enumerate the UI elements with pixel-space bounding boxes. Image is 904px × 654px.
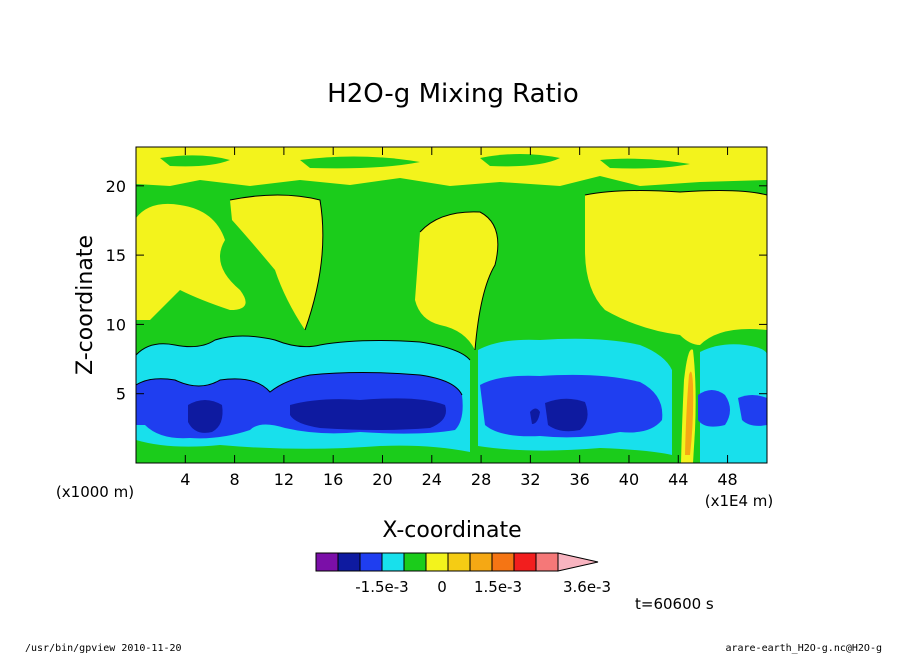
- y-axis: 5 10 15 20: [106, 177, 767, 404]
- x-tick-label: 24: [422, 470, 442, 489]
- colorbar-tick-label: 0: [437, 578, 447, 596]
- contour-fill-green-patch: [300, 156, 420, 169]
- contour-fill-green-ground: [136, 440, 470, 463]
- colorbar-swatch: [491, 552, 515, 572]
- colorbar: [315, 552, 599, 572]
- contour-fill-green-patch: [160, 155, 230, 167]
- contour-fill-darkblue: [545, 398, 588, 432]
- x-tick-label: 8: [230, 470, 240, 489]
- x-unit-note: (x1000 m): [56, 483, 134, 501]
- contour-fill-darkblue: [290, 398, 446, 430]
- colorbar-swatch: [469, 552, 493, 572]
- colorbar-tick-label: 1.5e-3: [474, 578, 522, 596]
- contour-fill-yellow: [415, 211, 498, 350]
- x-axis-label: X-coordinate: [382, 518, 521, 543]
- x-tick-label: 12: [274, 470, 294, 489]
- colorbar-swatch: [447, 552, 471, 572]
- contour-fill-darkblue: [188, 400, 223, 433]
- contour-fill-yellow: [585, 190, 767, 345]
- colorbar-swatch: [315, 552, 339, 572]
- contour-fill-yellow: [230, 195, 323, 330]
- colorbar-labels: -1.5e-3 0 1.5e-3 3.6e-3: [355, 578, 611, 596]
- footer-right: arare-earth_H2O-g.nc@H2O-g: [725, 643, 882, 654]
- contour-fill-green-ground: [478, 446, 672, 463]
- colorbar-tick-label: 3.6e-3: [563, 578, 611, 596]
- contour-fill-yellow-top: [136, 147, 767, 186]
- x-tick-label: 44: [668, 470, 688, 489]
- colorbar-swatch: [359, 552, 383, 572]
- footer-left: /usr/bin/gpview 2010-11-20: [25, 643, 182, 654]
- contour-fill-cyan: [700, 344, 767, 463]
- colorbar-extend-arrow: [557, 552, 599, 572]
- plot-frame: [135, 146, 768, 464]
- chart-title: H2O-g Mixing Ratio: [327, 79, 579, 109]
- x-tick-label: 32: [520, 470, 540, 489]
- colorbar-swatch: [403, 552, 427, 572]
- contour-fill-blue: [738, 395, 767, 426]
- y-tick-label: 15: [106, 246, 126, 265]
- contour-fill-green-patch: [600, 158, 690, 169]
- x-tick-label: 36: [569, 470, 589, 489]
- x-tick-label: 20: [372, 470, 392, 489]
- x-tick-label: 28: [471, 470, 491, 489]
- contour-fill-orange-plume: [685, 371, 694, 455]
- x-axis: 4 8 12 16 20 24 28 32 36 40 44 48: [180, 147, 738, 489]
- plot-area: [135, 146, 768, 464]
- x-extra-label: (x1E4 m): [705, 492, 774, 510]
- x-tick-label: 40: [619, 470, 639, 489]
- x-tick-label: 16: [323, 470, 343, 489]
- contour-fill-green-patch: [480, 154, 560, 167]
- contour-fill-yellow: [136, 203, 246, 320]
- colorbar-swatch: [535, 552, 559, 572]
- contour-fill-blue: [698, 390, 730, 427]
- time-label: t=60600 s: [635, 595, 714, 613]
- colorbar-tick-label: -1.5e-3: [355, 578, 408, 596]
- y-tick-label: 10: [106, 315, 126, 334]
- y-tick-label: 20: [106, 177, 126, 196]
- colorbar-swatch: [425, 552, 449, 572]
- contour-fill-darkblue: [530, 408, 540, 424]
- x-tick-label: 4: [180, 470, 190, 489]
- contour-field: [136, 147, 767, 463]
- colorbar-swatch: [337, 552, 361, 572]
- x-tick-label: 48: [717, 470, 737, 489]
- colorbar-swatch: [513, 552, 537, 572]
- contour-lines: [136, 190, 767, 396]
- y-axis-label: Z-coordinate: [73, 235, 98, 375]
- colorbar-swatch: [381, 552, 405, 572]
- y-tick-label: 5: [116, 385, 126, 404]
